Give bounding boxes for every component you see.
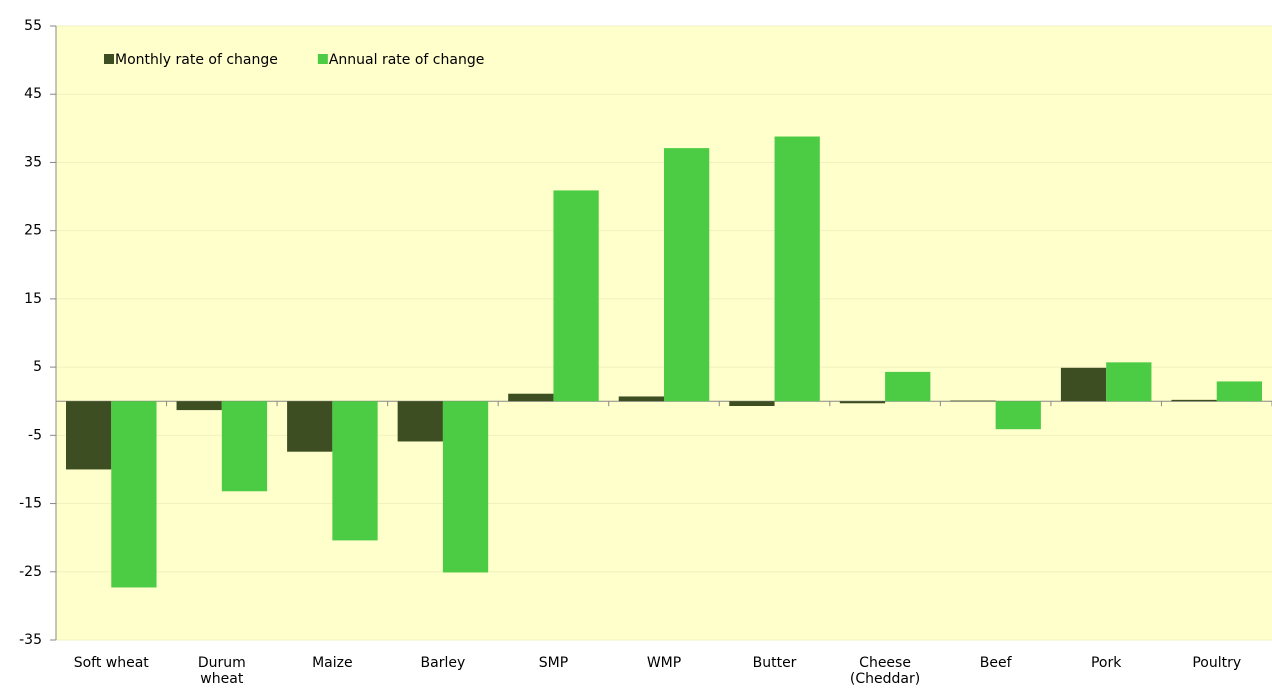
x-tick-label: WMP [646, 655, 682, 671]
bar [950, 400, 996, 402]
x-tick-label: SMP [538, 655, 569, 671]
bar [397, 401, 443, 442]
bar [332, 401, 378, 541]
bar [553, 190, 599, 402]
bar [1171, 399, 1217, 402]
bar [1060, 367, 1107, 402]
bar [287, 401, 333, 452]
bar [111, 401, 157, 588]
bar [221, 401, 268, 492]
y-tick-label: 55 [24, 18, 42, 34]
legend-swatch [104, 54, 114, 64]
bar [885, 371, 931, 402]
bar [729, 401, 775, 406]
x-tick-label: Butter [752, 655, 797, 671]
y-tick-label: -15 [19, 496, 42, 512]
x-tick-label: Beef [979, 655, 1012, 671]
bar [774, 136, 820, 402]
bar [66, 401, 112, 470]
y-tick-label: -35 [19, 632, 42, 648]
y-tick-label: 5 [33, 359, 42, 375]
x-tick-label: Poultry [1192, 655, 1242, 671]
legend-label: Monthly rate of change [115, 52, 278, 68]
legend-swatch [317, 54, 328, 64]
y-tick-label: -5 [28, 427, 42, 443]
x-tick-label: Soft wheat [73, 655, 149, 671]
y-tick-label: 35 [24, 154, 42, 170]
y-tick-label: -25 [19, 564, 42, 580]
x-tick-label: Maize [312, 655, 353, 671]
bar [618, 396, 664, 402]
bar [664, 148, 710, 402]
x-tick-label: Durum wheat [197, 655, 246, 687]
bar [995, 401, 1041, 430]
bar [839, 401, 886, 404]
x-tick-label: Pork [1090, 655, 1122, 671]
bar [442, 401, 489, 573]
legend-label: Annual rate of change [329, 52, 484, 68]
bar [508, 393, 554, 402]
x-tick-label: Cheese (Cheddar) [849, 655, 921, 687]
bar [1106, 362, 1152, 402]
bar [1216, 381, 1262, 402]
y-tick-label: 45 [24, 86, 42, 102]
x-tick-label: Barley [420, 655, 466, 671]
y-tick-label: 15 [24, 291, 42, 307]
bar [176, 401, 222, 411]
y-tick-label: 25 [24, 223, 42, 239]
